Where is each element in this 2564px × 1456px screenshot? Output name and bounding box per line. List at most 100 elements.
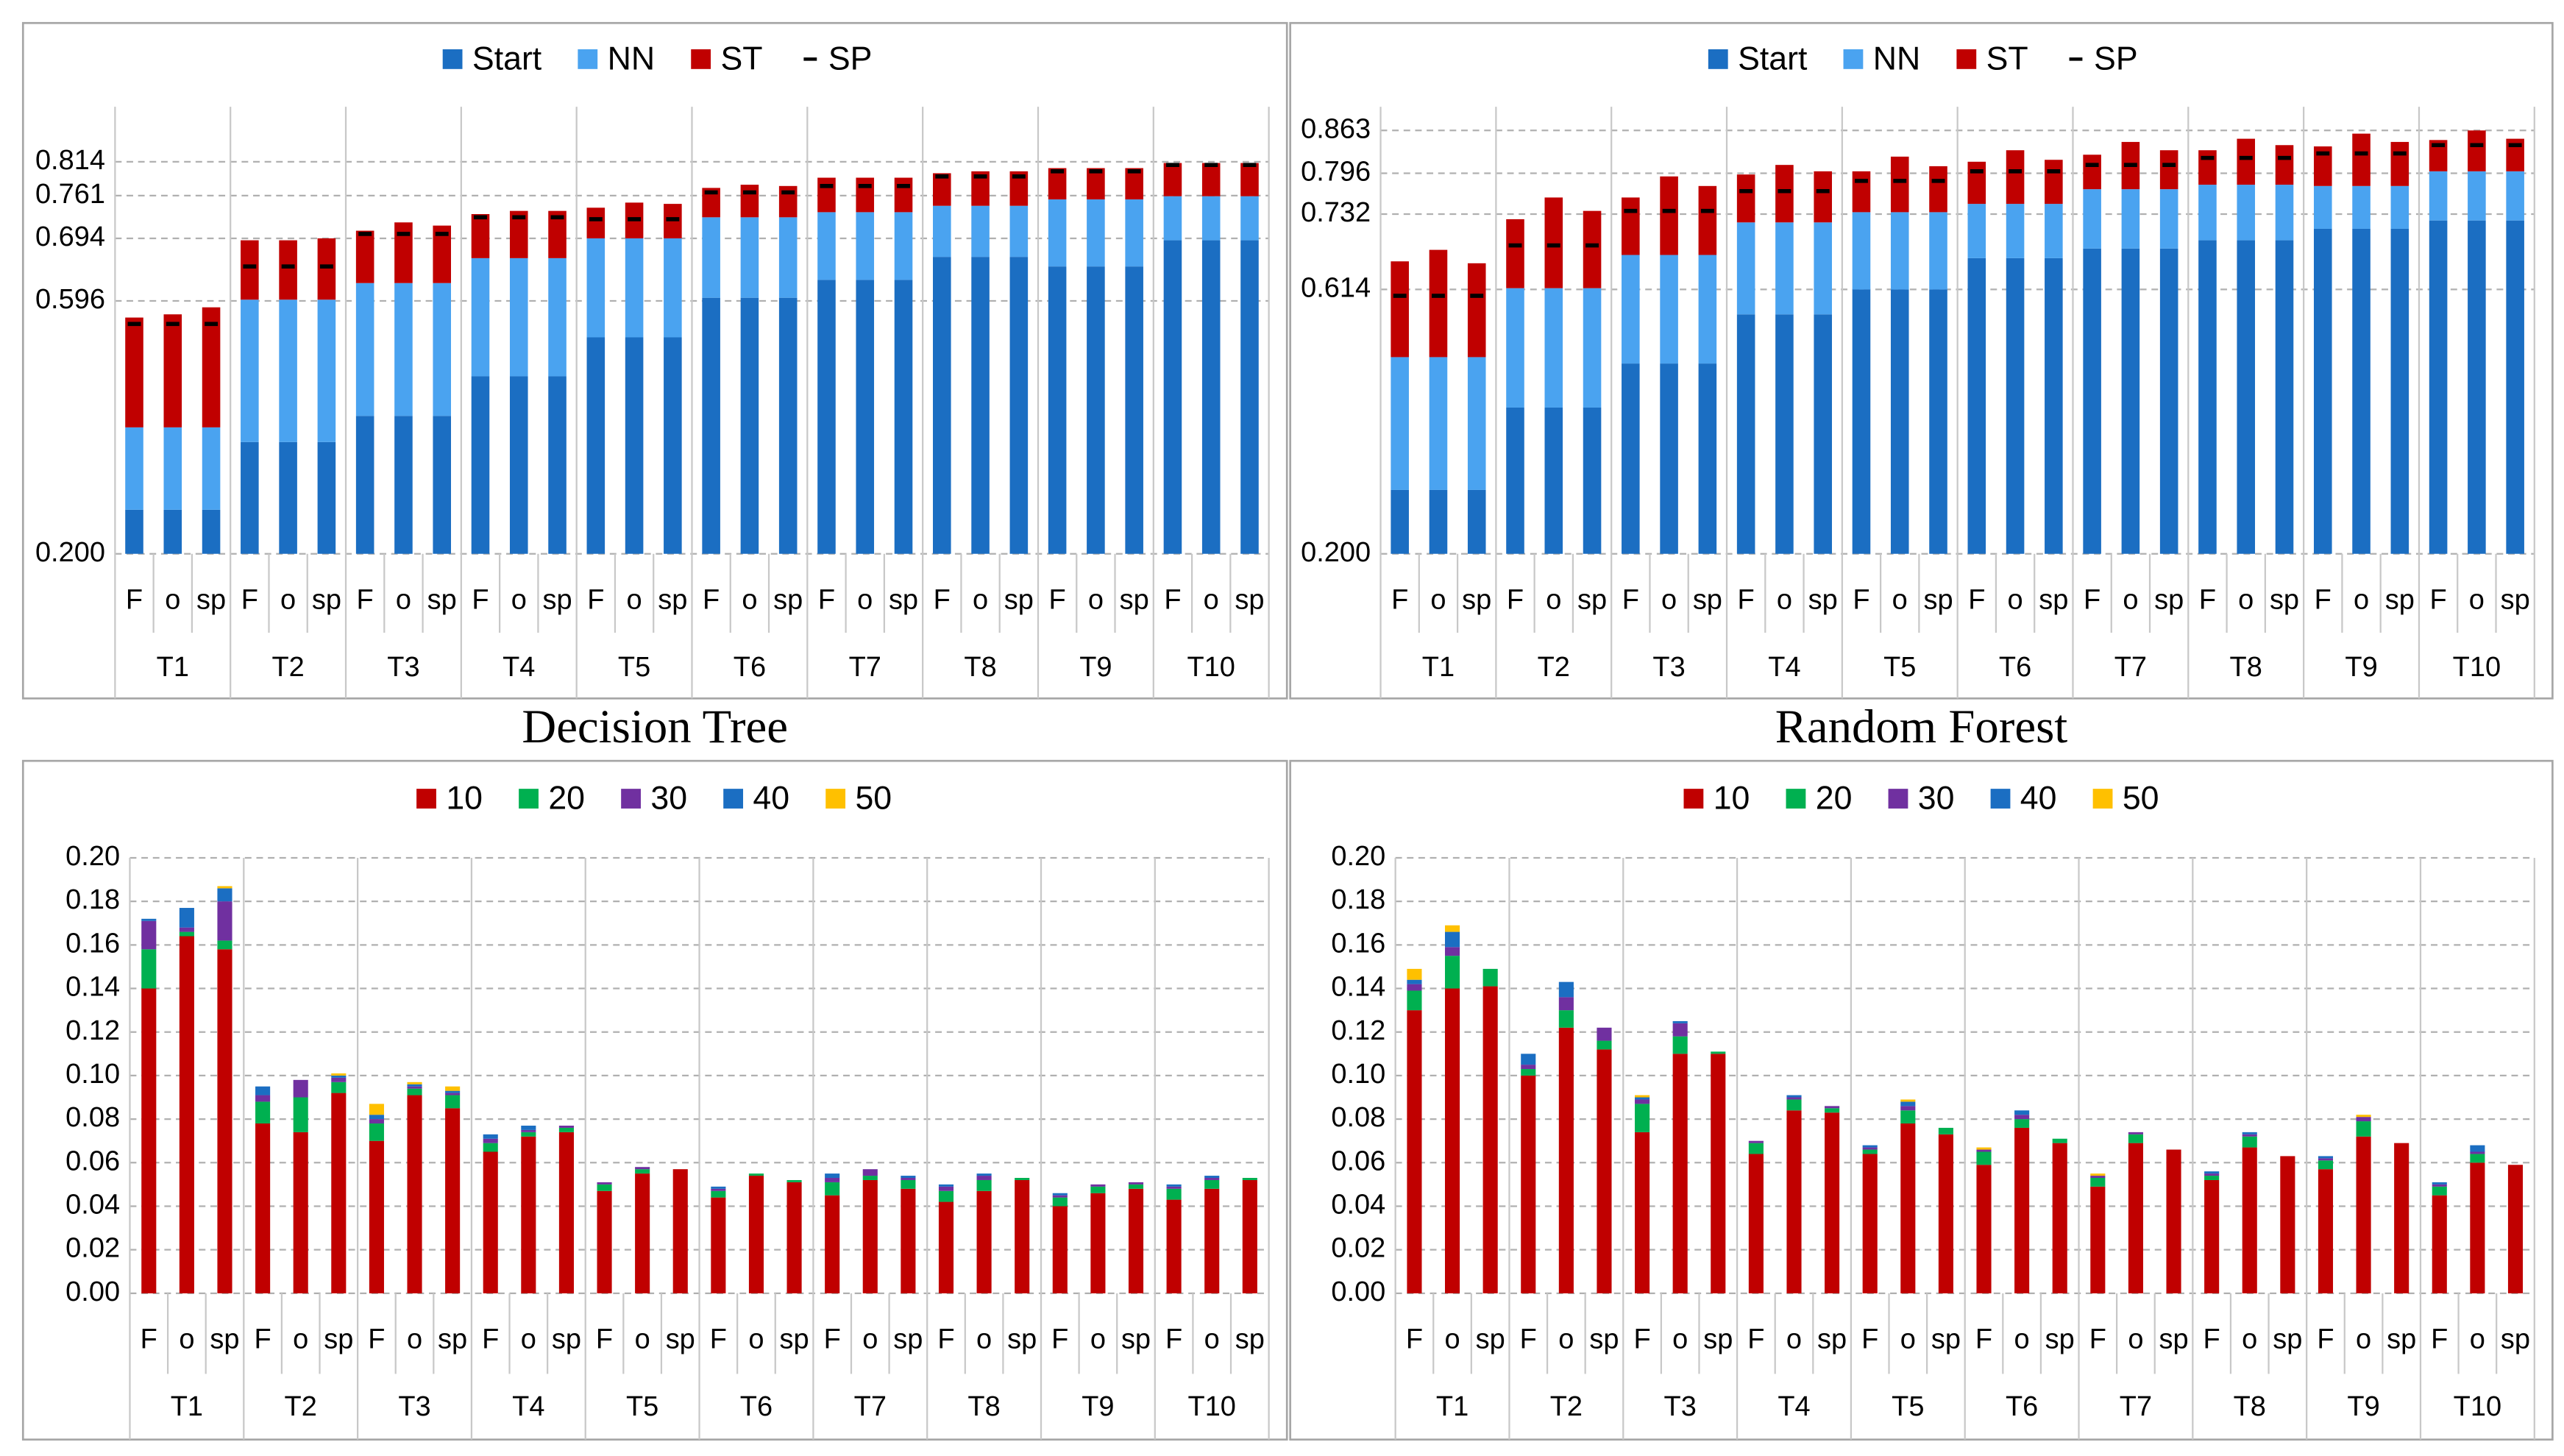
- x-tick-label: F: [1633, 1324, 1650, 1355]
- bar-segment: [597, 1190, 612, 1293]
- bar-segment: [217, 886, 232, 889]
- bar-segment: [521, 1125, 536, 1130]
- bar-segment: [976, 1173, 992, 1176]
- bar-segment: [2390, 228, 2409, 554]
- bar-segment: [933, 173, 951, 206]
- x-tick-label: F: [1049, 585, 1066, 616]
- x-tick-label: o: [521, 1324, 536, 1355]
- x-tick-label: o: [407, 1324, 422, 1355]
- bar-segment: [1976, 1165, 1992, 1293]
- bar-segment: [711, 1186, 726, 1189]
- bar-segment: [558, 1132, 574, 1293]
- bar-segment: [938, 1186, 954, 1191]
- bar-segment: [1976, 1149, 1992, 1152]
- x-tick-label: F: [2089, 1324, 2106, 1355]
- bar-segment: [179, 908, 194, 928]
- x-tick-label: sp: [2387, 1324, 2416, 1355]
- bar-segment: [1814, 314, 1832, 554]
- group-label: T7: [854, 1391, 887, 1422]
- bar-segment: [1672, 1020, 1688, 1023]
- bar-segment: [1900, 1123, 1916, 1293]
- bar-segment: [2204, 1173, 2220, 1176]
- bar-segment: [1163, 196, 1182, 241]
- x-tick-label: sp: [1007, 1324, 1037, 1355]
- y-tick-label: 0.14: [65, 972, 120, 1003]
- legend-label: 10: [446, 781, 483, 817]
- x-tick-label: F: [1853, 585, 1869, 616]
- x-tick-label: sp: [773, 585, 803, 616]
- x-tick-label: F: [1391, 585, 1408, 616]
- bar-segment: [471, 376, 490, 554]
- bar-segment: [1825, 1106, 1840, 1109]
- bar-segment: [2198, 150, 2217, 185]
- bar-segment: [2432, 1186, 2447, 1196]
- bar-segment: [1048, 266, 1067, 554]
- group-label: T3: [398, 1391, 430, 1422]
- group-label: T9: [2345, 652, 2377, 683]
- bar-segment: [597, 1182, 612, 1185]
- legend-label: 50: [2123, 781, 2159, 817]
- bar-segment: [1444, 931, 1460, 948]
- bar-segment: [2014, 1127, 2030, 1293]
- bar-segment: [2313, 228, 2332, 554]
- bar-segment: [1862, 1145, 1878, 1148]
- x-tick-label: o: [976, 1324, 992, 1355]
- x-tick-label: o: [293, 1324, 308, 1355]
- y-tick-label: 0.200: [35, 537, 105, 568]
- bar-segment: [2275, 240, 2294, 554]
- x-tick-label: o: [1090, 1324, 1106, 1355]
- bar-segment: [1622, 363, 1640, 554]
- x-tick-label: o: [1672, 1324, 1688, 1355]
- y-tick-label: 0.18: [65, 884, 120, 915]
- bar-segment: [933, 257, 951, 554]
- y-tick-label: 0.02: [65, 1233, 120, 1264]
- group-label: T9: [1079, 652, 1112, 683]
- legend-label: NN: [1873, 40, 1921, 77]
- bar-segment: [1583, 288, 1602, 408]
- y-tick-label: 0.596: [35, 284, 105, 315]
- x-tick-label: o: [1900, 1324, 1916, 1355]
- y-tick-label: 0.08: [1331, 1102, 1385, 1133]
- y-tick-label: 0.06: [1331, 1146, 1385, 1176]
- y-tick-label: 0.12: [65, 1015, 120, 1046]
- bar-segment: [1391, 489, 1409, 554]
- bar-segment: [2237, 240, 2256, 554]
- bar-segment: [1862, 1147, 1878, 1150]
- bar-segment: [279, 299, 297, 442]
- x-tick-label: sp: [1476, 1324, 1505, 1355]
- bar-segment: [702, 217, 720, 298]
- x-tick-label: F: [482, 1324, 499, 1355]
- bar-segment: [445, 1093, 461, 1095]
- bar-segment: [1825, 1112, 1840, 1293]
- x-tick-label: sp: [1577, 585, 1607, 616]
- x-tick-label: F: [1406, 1324, 1423, 1355]
- bar-segment: [2394, 1143, 2409, 1293]
- bar-segment: [558, 1127, 574, 1132]
- bar-segment: [317, 441, 336, 554]
- bar-segment: [2090, 1186, 2106, 1293]
- bar-segment: [1748, 1143, 1764, 1154]
- bar-segment: [141, 918, 157, 921]
- bar-segment: [1087, 199, 1105, 267]
- bar-segment: [740, 185, 759, 218]
- bar-segment: [2159, 248, 2178, 554]
- x-tick-label: F: [126, 585, 143, 616]
- bar-segment: [1467, 263, 1486, 358]
- bar-segment: [1890, 156, 1909, 213]
- bar-segment: [2014, 1119, 2030, 1128]
- bar-segment: [445, 1095, 461, 1109]
- bar-segment: [1544, 197, 1563, 288]
- group-label: T3: [1664, 1391, 1697, 1422]
- bar-segment: [483, 1151, 498, 1293]
- bar-segment: [862, 1169, 878, 1176]
- bar-segment: [825, 1178, 840, 1182]
- bar-segment: [1407, 979, 1422, 984]
- bar-segment: [369, 1140, 384, 1293]
- group-label: T6: [740, 1391, 773, 1422]
- bar-segment: [1506, 407, 1524, 554]
- bar-segment: [558, 1125, 574, 1128]
- group-label: T4: [502, 652, 535, 683]
- x-tick-label: sp: [1235, 585, 1264, 616]
- bar-segment: [2242, 1132, 2257, 1134]
- bar-segment: [2090, 1178, 2106, 1187]
